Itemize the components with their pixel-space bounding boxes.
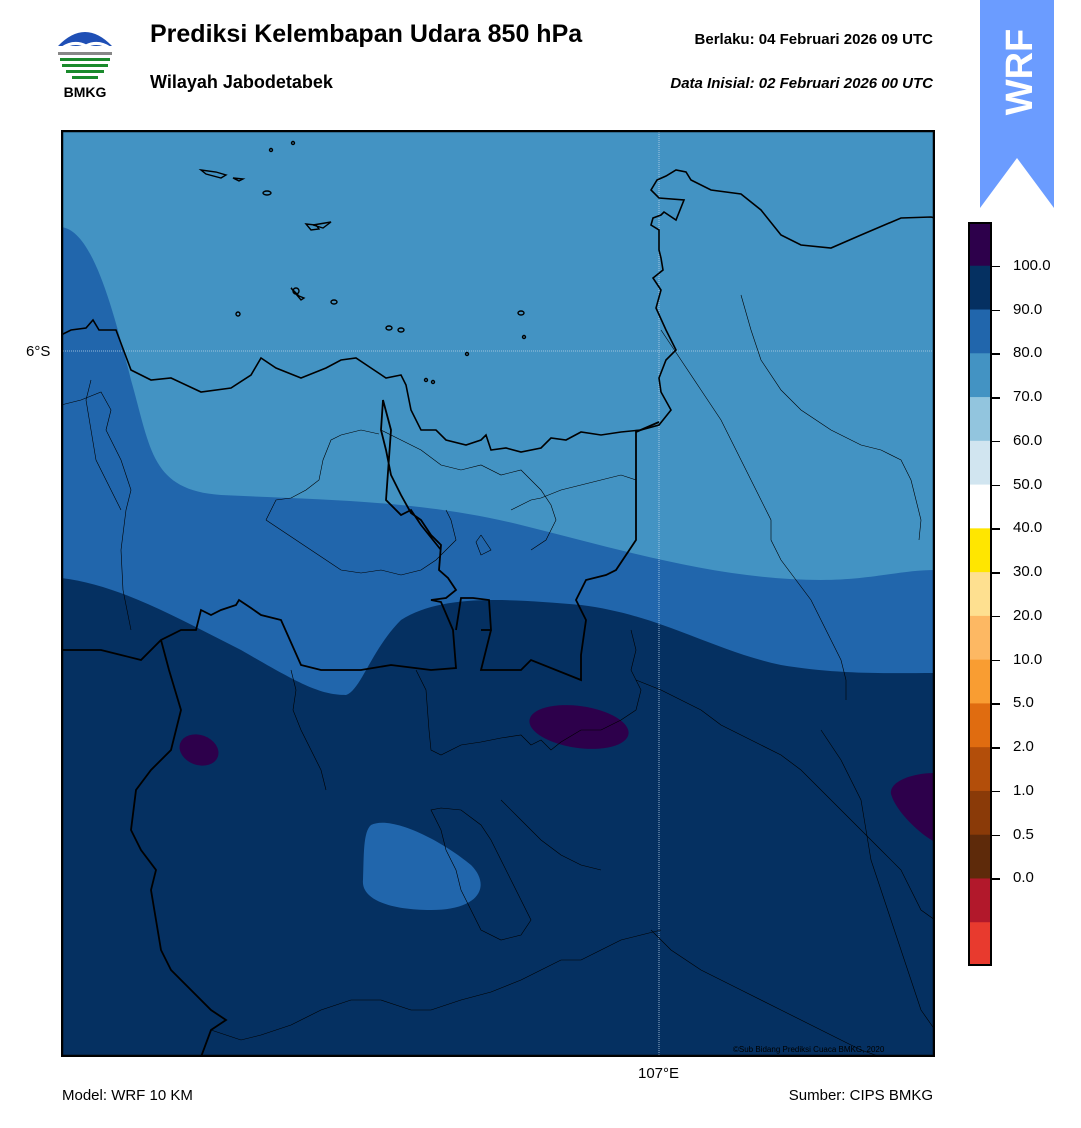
colorbar-tick-label: 5.0 bbox=[1013, 694, 1034, 712]
bmkg-logo bbox=[55, 24, 115, 84]
humidity-colorbar bbox=[968, 222, 992, 966]
province-boundary bbox=[455, 430, 637, 682]
colorbar-tick-mark bbox=[992, 484, 1000, 487]
colorbar-segment bbox=[968, 572, 992, 617]
district-boundaries bbox=[61, 294, 935, 1057]
copyright-note: ©Sub Bidang Prediksi Cuaca BMKG, 2020 bbox=[733, 1045, 885, 1054]
latitude-label: 6°S bbox=[26, 343, 51, 360]
colorbar-segment bbox=[968, 309, 992, 354]
wrf-badge-text: WRF bbox=[999, 29, 1041, 116]
colorbar-segment bbox=[968, 747, 992, 792]
colorbar-segment bbox=[968, 353, 992, 398]
province-boundary bbox=[130, 639, 228, 1057]
model-label: Model: WRF 10 KM bbox=[62, 1087, 193, 1104]
thousand-islands bbox=[198, 140, 527, 385]
colorbar-tick-mark bbox=[992, 265, 1000, 268]
colorbar-tick-mark bbox=[992, 703, 1000, 705]
colorbar-segment bbox=[968, 834, 992, 879]
humidity-map: ©Sub Bidang Prediksi Cuaca BMKG, 2020 bbox=[61, 130, 935, 1057]
colorbar-tick-mark bbox=[992, 528, 1000, 530]
colorbar-tick-label: 0.0 bbox=[1013, 869, 1034, 887]
province-boundary bbox=[635, 421, 660, 433]
colorbar-segment bbox=[968, 397, 992, 442]
longitude-label: 107°E bbox=[638, 1065, 680, 1082]
colorbar-tick-label: 1.0 bbox=[1013, 781, 1034, 799]
colorbar-segment bbox=[968, 615, 992, 661]
colorbar-tick-mark bbox=[992, 834, 1000, 837]
colorbar-tick-mark bbox=[992, 878, 1000, 880]
colorbar-tick-mark bbox=[992, 397, 1000, 399]
band-100-patch bbox=[529, 705, 629, 749]
coastline bbox=[61, 169, 935, 453]
colorbar-tick-mark bbox=[992, 353, 1000, 355]
colorbar-segment bbox=[968, 440, 992, 486]
province-boundary bbox=[61, 399, 458, 671]
colorbar-tick-label: 100.0 bbox=[1013, 256, 1051, 274]
colorbar-segment bbox=[968, 878, 992, 923]
colorbar-tick-label: 60.0 bbox=[1013, 431, 1043, 449]
colorbar-segment bbox=[968, 484, 992, 529]
colorbar-tick-label: 2.0 bbox=[1013, 738, 1034, 756]
colorbar-tick-mark bbox=[992, 790, 1000, 793]
source-label: Sumber: CIPS BMKG bbox=[788, 1087, 933, 1104]
colorbar-segment bbox=[968, 703, 992, 748]
colorbar-segment bbox=[968, 528, 992, 573]
colorbar-segment bbox=[968, 790, 992, 836]
band-90-100 bbox=[61, 578, 935, 1057]
colorbar-tick-mark bbox=[992, 440, 1000, 443]
colorbar-tick-mark bbox=[992, 309, 1000, 312]
wrf-badge: WRF bbox=[980, 0, 1054, 208]
colorbar-tick-label: 10.0 bbox=[1013, 650, 1043, 668]
colorbar-tick-mark bbox=[992, 572, 1000, 574]
map-frame bbox=[61, 130, 935, 1057]
colorbar-segment bbox=[968, 659, 992, 704]
band-100-patch bbox=[890, 773, 935, 842]
colorbar-tick-label: 80.0 bbox=[1013, 344, 1043, 362]
logo-text: BMKG bbox=[63, 84, 107, 100]
band-100-patch bbox=[179, 734, 219, 766]
band-80-90-pocket bbox=[362, 822, 481, 910]
colorbar-segment bbox=[968, 222, 992, 267]
colorbar-tick-label: 20.0 bbox=[1013, 606, 1043, 624]
valid-time: Berlaku: 04 Februari 2026 09 UTC bbox=[694, 31, 933, 48]
colorbar-tick-label: 40.0 bbox=[1013, 519, 1043, 537]
initial-data-time: Data Inisial: 02 Februari 2026 00 UTC bbox=[670, 75, 933, 92]
colorbar-segment bbox=[968, 922, 992, 966]
colorbar-tick-mark bbox=[992, 747, 1000, 749]
colorbar-tick-label: 50.0 bbox=[1013, 475, 1043, 493]
colorbar-segment bbox=[968, 265, 992, 311]
colorbar-tick-label: 0.5 bbox=[1013, 825, 1034, 843]
region-subtitle: Wilayah Jabodetabek bbox=[150, 72, 333, 92]
colorbar-tick-mark bbox=[992, 615, 1000, 618]
colorbar-tick-label: 30.0 bbox=[1013, 563, 1043, 581]
colorbar-tick-label: 90.0 bbox=[1013, 300, 1043, 318]
colorbar-tick-label: 70.0 bbox=[1013, 388, 1043, 406]
map-title: Prediksi Kelembapan Udara 850 hPa bbox=[150, 20, 583, 48]
colorbar-tick-mark bbox=[992, 659, 1000, 662]
